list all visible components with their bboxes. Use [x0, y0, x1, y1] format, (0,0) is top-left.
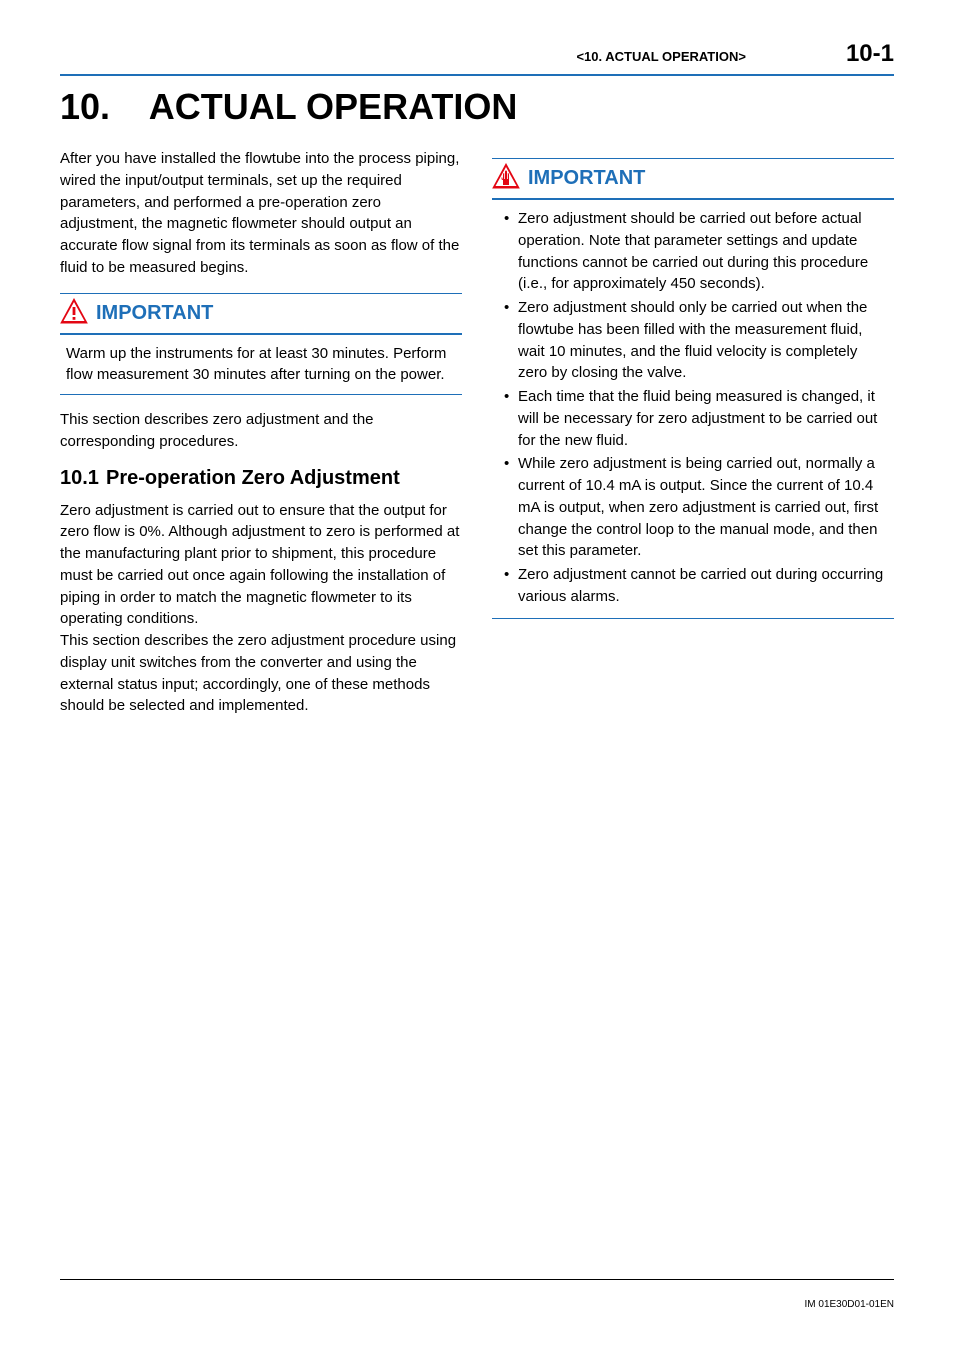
important-label-2: IMPORTANT: [528, 167, 645, 190]
important-bullet-item: Zero adjustment cannot be carried out du…: [498, 564, 888, 608]
important-body-2: Zero adjustment should be carried out be…: [492, 208, 894, 619]
section-heading-10-1: 10.1 Pre-operation Zero Adjustment: [60, 467, 462, 490]
important-bullet-item: Each time that the fluid being measured …: [498, 386, 888, 451]
important-callout-2: IMPORTANT Zero adjustment should be carr…: [492, 158, 894, 619]
important-bullet-list: Zero adjustment should be carried out be…: [498, 208, 888, 608]
chapter-title: 10. ACTUAL OPERATION: [60, 86, 894, 128]
important-body-1: Warm up the instruments for at least 30 …: [60, 343, 462, 396]
warning-triangle-icon: [60, 298, 88, 329]
page-header: <10. ACTUAL OPERATION> 10-1: [60, 40, 894, 76]
two-column-layout: After you have installed the flowtube in…: [60, 148, 894, 731]
chapter-number: 10.: [60, 86, 110, 127]
important-header-1: IMPORTANT: [60, 298, 462, 335]
important-header-2: IMPORTANT: [492, 163, 894, 200]
left-column: After you have installed the flowtube in…: [60, 148, 462, 731]
important-bullet-item: Zero adjustment should only be carried o…: [498, 297, 888, 384]
section-number: 10.1: [60, 467, 106, 490]
description-paragraph: This section describes zero adjustment a…: [60, 409, 462, 453]
intro-paragraph: After you have installed the flowtube in…: [60, 148, 462, 279]
important-bullet-item: Zero adjustment should be carried out be…: [498, 208, 888, 295]
right-column: IMPORTANT Zero adjustment should be carr…: [492, 148, 894, 731]
footer-doc-id: IM 01E30D01-01EN: [805, 1299, 895, 1310]
important-bullet-item: While zero adjustment is being carried o…: [498, 453, 888, 562]
page-number: 10-1: [846, 40, 894, 68]
page-container: <10. ACTUAL OPERATION> 10-1 10. ACTUAL O…: [0, 0, 954, 771]
breadcrumb: <10. ACTUAL OPERATION>: [576, 49, 746, 64]
important-callout-1: IMPORTANT Warm up the instruments for at…: [60, 293, 462, 396]
important-label-1: IMPORTANT: [96, 302, 213, 325]
footer-rule: [60, 1279, 894, 1280]
chapter-title-text: ACTUAL OPERATION: [149, 86, 518, 127]
section-para-2: This section describes the zero adjustme…: [60, 630, 462, 717]
section-title: Pre-operation Zero Adjustment: [106, 467, 400, 490]
hand-stop-icon: [492, 163, 520, 194]
section-para-1: Zero adjustment is carried out to ensure…: [60, 500, 462, 631]
